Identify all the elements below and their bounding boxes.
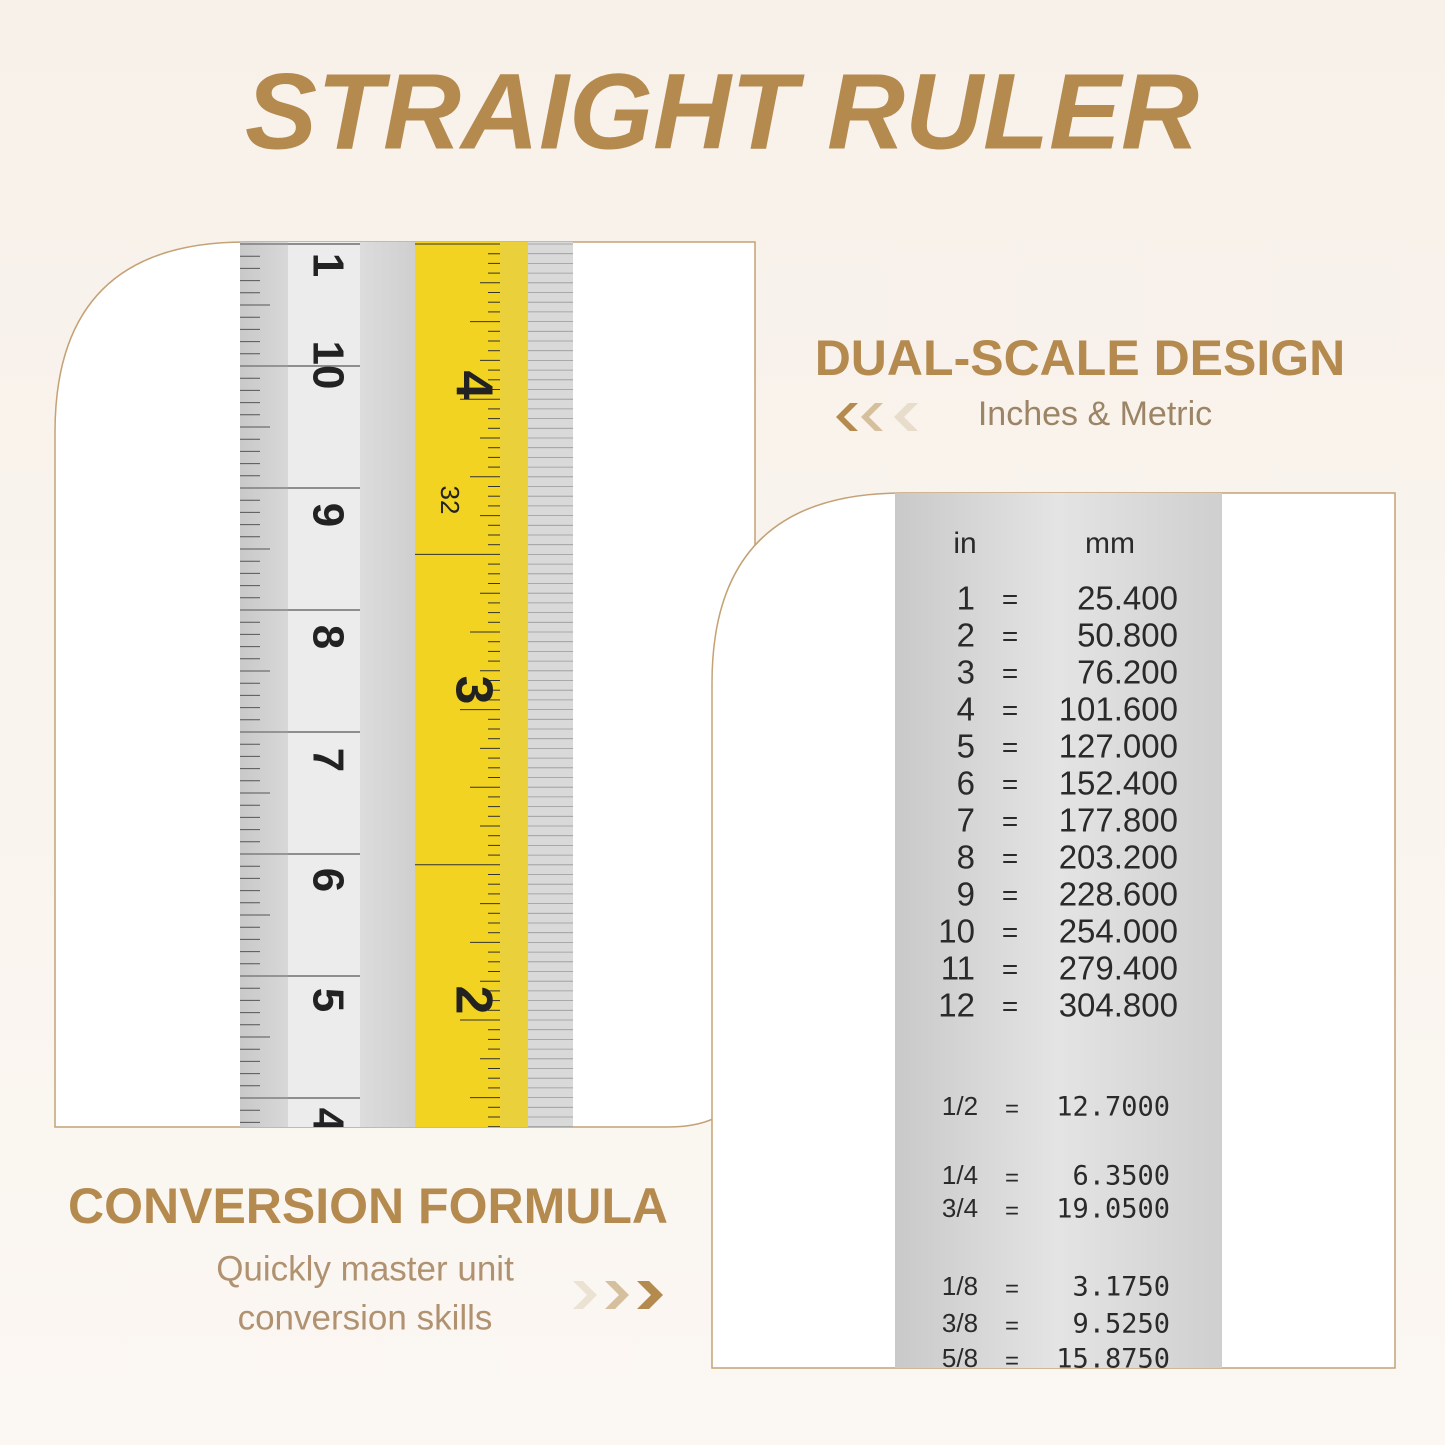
- inch-label: 32: [435, 486, 465, 515]
- mm-value: 177.800: [1059, 802, 1178, 839]
- inch-strip: [415, 242, 500, 1127]
- inch-value: 11: [941, 950, 975, 987]
- metric-label: 4: [303, 1108, 352, 1133]
- table-header: in: [953, 527, 976, 560]
- equals-sign: =: [1005, 1312, 1019, 1339]
- conversion-heading: CONVERSION FORMULA: [68, 1178, 668, 1234]
- fraction-value: 3/4: [942, 1193, 978, 1223]
- metric-label: 9: [303, 503, 352, 527]
- inch-value: 4: [957, 691, 975, 728]
- right-chevrons: [573, 1281, 663, 1309]
- inch-value: 3: [957, 654, 975, 691]
- mm-value: 76.200: [1077, 654, 1178, 691]
- inch-label: 3: [444, 676, 502, 705]
- equals-sign: =: [1005, 1164, 1019, 1191]
- mm-value: 152.400: [1059, 765, 1178, 802]
- equals-sign: =: [1002, 953, 1018, 984]
- equals-sign: =: [1002, 731, 1018, 762]
- equals-sign: =: [1005, 1347, 1019, 1374]
- inch-value: 8: [957, 839, 975, 876]
- mm-value: 304.800: [1059, 987, 1178, 1024]
- metric-label: 10: [303, 341, 352, 390]
- mm-value: 15.8750: [1056, 1344, 1170, 1375]
- fraction-value: 5/8: [942, 1343, 978, 1373]
- mm-value: 203.200: [1059, 839, 1178, 876]
- metric-label: 5: [303, 988, 352, 1012]
- inch-value: 5: [957, 728, 975, 765]
- mm-value: 9.5250: [1072, 1309, 1170, 1340]
- mm-value: 127.000: [1059, 728, 1178, 765]
- equals-sign: =: [1002, 805, 1018, 836]
- mm-value: 12.7000: [1056, 1092, 1170, 1123]
- inch-value: 9: [957, 876, 975, 913]
- inch-edge: [500, 242, 528, 1127]
- inch-value: 2: [957, 617, 975, 654]
- inch-value: 10: [938, 913, 975, 950]
- equals-sign: =: [1005, 1197, 1019, 1224]
- mm-value: 3.1750: [1072, 1272, 1170, 1303]
- equals-sign: =: [1002, 879, 1018, 910]
- mm-value: 50.800: [1077, 617, 1178, 654]
- fraction-value: 1/2: [942, 1091, 978, 1121]
- equals-sign: =: [1002, 916, 1018, 947]
- conversion-line: Quickly master unit: [216, 1249, 514, 1288]
- equals-sign: =: [1005, 1275, 1019, 1302]
- fraction-value: 1/8: [942, 1271, 978, 1301]
- equals-sign: =: [1002, 694, 1018, 725]
- title: STRAIGHT RULER: [245, 51, 1199, 172]
- ruler-edge: [528, 242, 573, 1127]
- metric-label: 1: [303, 253, 352, 277]
- metric-label: 7: [303, 748, 352, 772]
- mm-value: 228.600: [1059, 876, 1178, 913]
- inch-value: 6: [957, 765, 975, 802]
- equals-sign: =: [1002, 583, 1018, 614]
- dual-subheading: Inches & Metric: [978, 395, 1212, 433]
- equals-sign: =: [1005, 1095, 1019, 1122]
- inch-value: 12: [938, 987, 975, 1024]
- table-image: in mm 1 = 25.400 2 = 50.800 3 = 76.200 4 = 101.600 5 = 1…: [895, 493, 1222, 1375]
- equals-sign: =: [1002, 620, 1018, 651]
- dual-heading: DUAL-SCALE DESIGN: [815, 330, 1346, 386]
- equals-sign: =: [1002, 842, 1018, 873]
- equals-sign: =: [1002, 990, 1018, 1021]
- metric-strip: [288, 242, 360, 1127]
- mm-value: 279.400: [1059, 950, 1178, 987]
- left-chevrons: [836, 403, 918, 431]
- fraction-value: 1/4: [942, 1160, 978, 1190]
- metric-label: 6: [303, 868, 352, 892]
- inch-value: 1: [957, 580, 975, 617]
- mm-value: 19.0500: [1056, 1194, 1170, 1225]
- table-header: mm: [1085, 527, 1135, 560]
- equals-sign: =: [1002, 657, 1018, 688]
- mm-value: 254.000: [1059, 913, 1178, 950]
- fraction-value: 3/8: [942, 1308, 978, 1338]
- table-ruler: [895, 493, 1222, 1368]
- inch-value: 7: [957, 802, 975, 839]
- inch-label: 4: [444, 371, 502, 400]
- mm-value: 6.3500: [1072, 1161, 1170, 1192]
- mm-value: 25.400: [1077, 580, 1178, 617]
- equals-sign: =: [1002, 768, 1018, 799]
- mm-value: 101.600: [1059, 691, 1178, 728]
- conversion-line: conversion skills: [238, 1298, 493, 1337]
- metric-label: 8: [303, 625, 352, 649]
- inch-label: 2: [444, 986, 502, 1015]
